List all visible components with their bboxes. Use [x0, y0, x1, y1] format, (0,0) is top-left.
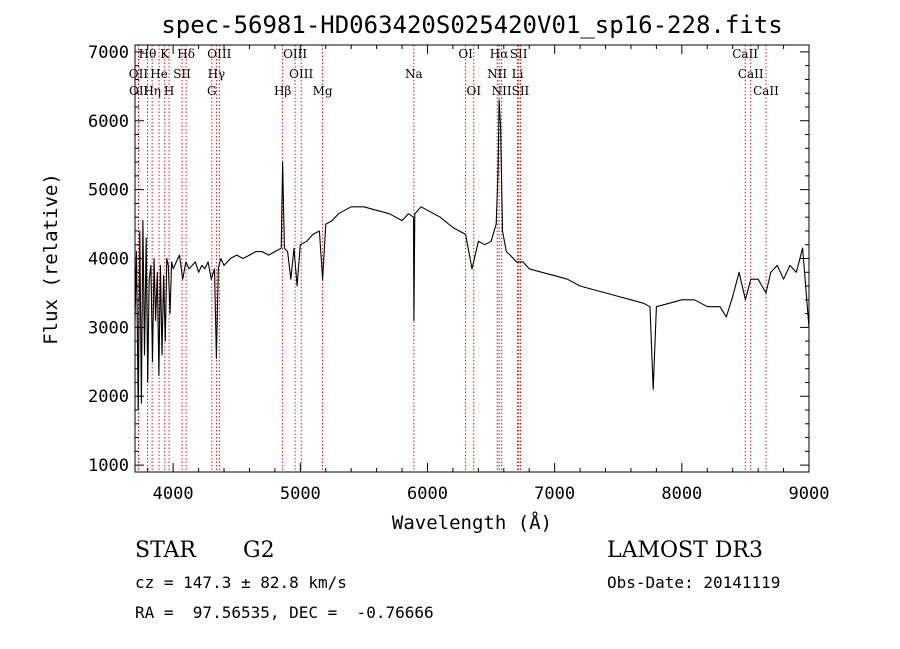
- y-tick-label-4000: 4000: [88, 250, 129, 270]
- x-tick-label-4000: 4000: [153, 484, 194, 504]
- y-tick-label-7000: 7000: [88, 43, 129, 63]
- line-label-lines_top-2: Hδ: [177, 47, 195, 61]
- line-label-lines_top-8: CaII: [732, 47, 758, 61]
- line-label-lines_top-4: OIII: [283, 47, 307, 61]
- y-axis-label: Flux (relative): [40, 173, 62, 345]
- line-label-lines_top-5: OI: [458, 47, 473, 61]
- line-label-lines_mid-8: CaII: [738, 67, 764, 81]
- line-label-lines_bot-8: SII: [512, 84, 530, 98]
- line-label-lines_bot-2: H: [164, 84, 174, 98]
- y-tick-label-2000: 2000: [88, 387, 129, 407]
- object-class: STAR: [135, 538, 196, 563]
- line-label-lines_bot-9: CaII: [753, 84, 779, 98]
- y-axis: 1000 2000 3000 4000 5000 6000 7000: [88, 43, 809, 476]
- y-tick-label-5000: 5000: [88, 181, 129, 201]
- spectrum-layer: [134, 99, 810, 411]
- survey-name: LAMOST DR3: [607, 538, 763, 563]
- spectrum-line-0: [134, 99, 810, 411]
- line-label-lines_mid-5: Na: [405, 67, 423, 81]
- line-label-lines_top-6: Hα: [490, 47, 509, 61]
- y-tick-label-1000: 1000: [88, 456, 129, 476]
- x-tick-label-6000: 6000: [407, 484, 448, 504]
- line-label-lines_bot-7: NII: [492, 84, 512, 98]
- chart-title: spec-56981-HD063420S025420V01_sp16-228.f…: [161, 11, 782, 39]
- object-subclass: G2: [243, 538, 275, 563]
- line-label-lines_bot-6: OI: [466, 84, 481, 98]
- line-label-lines_bot-5: Mg: [313, 84, 333, 98]
- x-tick-label-9000: 9000: [789, 484, 830, 504]
- line-label-lines_mid-3: Hγ: [208, 67, 226, 81]
- x-tick-label-5000: 5000: [280, 484, 321, 504]
- line-label-lines_bot-3: G: [207, 84, 217, 98]
- line-label-lines_mid-6: NII: [487, 67, 507, 81]
- x-tick-label-8000: 8000: [661, 484, 702, 504]
- line-label-lines_mid-1: He: [150, 67, 168, 81]
- redshift-value: cz = 147.3 ± 82.8 km/s: [135, 573, 347, 592]
- line-label-lines_mid-4: OIII: [289, 67, 313, 81]
- x-tick-label-7000: 7000: [534, 484, 575, 504]
- line-label-lines_mid-7: Li: [512, 67, 524, 81]
- line-label-lines_top-1: K: [160, 47, 170, 61]
- sky-coordinates: RA = 97.56535, DEC = -0.76666: [135, 603, 434, 622]
- line-label-lines_top-0: Hθ: [139, 47, 157, 61]
- line-label-lines_bot-0: OII: [129, 84, 149, 98]
- line-label-lines_bot-1: Hη: [143, 84, 161, 98]
- plot-frame: [134, 44, 810, 473]
- line-label-lines_mid-0: OII: [129, 67, 149, 81]
- y-tick-label-3000: 3000: [88, 318, 129, 338]
- x-axis: 4000 5000 6000 7000 8000 9000: [147, 45, 830, 504]
- observation-date: Obs-Date: 20141119: [607, 573, 781, 592]
- line-label-lines_mid-2: SII: [173, 67, 191, 81]
- line-label-lines_top-3: OIII: [207, 47, 231, 61]
- line-label-lines_top-7: SII: [510, 47, 528, 61]
- y-tick-label-6000: 6000: [88, 112, 129, 132]
- x-axis-label: Wavelength (Å): [392, 511, 552, 534]
- spectral-line-markers: [137, 45, 767, 472]
- line-label-lines_bot-4: Hβ: [274, 84, 291, 98]
